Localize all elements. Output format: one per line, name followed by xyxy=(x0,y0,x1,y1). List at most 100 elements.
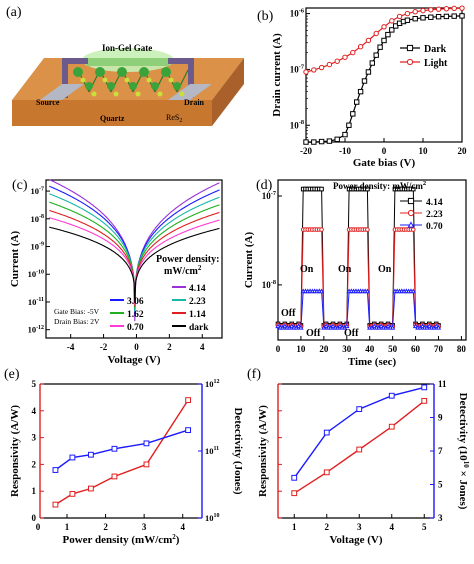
left-y-tick-label: 5 xyxy=(32,379,37,389)
rhenium-atom xyxy=(85,82,93,90)
x-tick-label: 20 xyxy=(319,344,329,354)
x-tick-label: 4 xyxy=(180,522,185,532)
x-tick-label: 4 xyxy=(390,522,395,532)
annotation-gate-bias: Gate Bias: -5V xyxy=(54,307,100,316)
data-point-detectivity xyxy=(421,384,428,391)
source-contact-top xyxy=(62,58,88,64)
legend-label-1.14: 1.14 xyxy=(189,310,206,320)
legend-label-light: Light xyxy=(424,58,448,69)
data-point-light xyxy=(435,6,442,12)
sulfur-atom xyxy=(146,77,152,83)
data-point-dark xyxy=(357,88,364,95)
left-y-tick-label: 0 xyxy=(32,513,37,523)
channel-label: ReS2 xyxy=(166,113,182,124)
substrate-front xyxy=(12,100,212,126)
rhenium-atom xyxy=(95,67,105,77)
sulfur-atom xyxy=(124,77,130,83)
annotation-on: On xyxy=(378,264,392,275)
gate-label: Ion-Gel Gate xyxy=(102,43,152,53)
data-point-dark xyxy=(334,136,340,143)
legend-marker-4.14 xyxy=(407,197,415,205)
time-point-0.70 xyxy=(410,288,416,294)
x-tick-label: -4 xyxy=(67,342,75,352)
data-point-light xyxy=(318,64,325,71)
data-point-dark xyxy=(459,13,465,19)
right-y-axis-label: Detectivity (1010 × Jones) xyxy=(457,393,470,510)
chart-c-iv-curves: -4 -2 0 2 4 10-12 10-11 10-10 10-9 10-8 10-7 Voltag… xyxy=(9,179,223,366)
right-y-tick-label: 3 xyxy=(438,513,443,523)
data-point-responsivity xyxy=(52,501,59,508)
right-y-tick-label: 1011 xyxy=(205,446,219,456)
data-point-light xyxy=(389,18,395,24)
legend-label-2.23: 2.23 xyxy=(426,210,443,220)
y-tick-label: 10-8 xyxy=(31,214,44,224)
right-y-axis-label: Detectivity (Jones) xyxy=(232,407,244,494)
data-point-detectivity xyxy=(111,445,118,452)
x-tick-label: 30 xyxy=(342,344,352,354)
data-point-dark xyxy=(365,69,372,75)
data-point-dark xyxy=(428,14,434,20)
x-tick-label: 10 xyxy=(296,344,306,354)
data-point-dark xyxy=(354,99,360,105)
data-point-light xyxy=(459,5,465,11)
y-axis-label: Current (A) xyxy=(9,231,21,288)
source-pad xyxy=(40,84,84,100)
sulfur-atom xyxy=(102,77,108,83)
data-point-dark xyxy=(412,15,418,22)
chart-f-voltage: 1 2 3 4 5 3 5 7 9 11 Voltage (V) Responsivity (A/W)… xyxy=(257,379,470,546)
legend-marker-2.23 xyxy=(407,209,415,217)
x-tick-label: 70 xyxy=(434,344,444,354)
x-tick-label: 1 xyxy=(292,522,297,532)
legend-title: Power density: mW/cm2 xyxy=(333,180,426,191)
iv-curve-dark xyxy=(49,226,220,304)
rhenium-atom xyxy=(107,82,115,90)
data-point-light xyxy=(404,10,411,17)
data-point-dark xyxy=(404,17,411,23)
data-point-detectivity xyxy=(52,467,59,473)
series-line-detectivity xyxy=(54,429,189,471)
time-point-2.23 xyxy=(410,227,416,232)
time-point-0.70 xyxy=(385,323,391,329)
data-point-detectivity xyxy=(291,474,298,481)
data-point-dark xyxy=(346,122,352,128)
left-y-tick-label: 4 xyxy=(32,406,37,416)
time-point-0.70 xyxy=(433,323,439,329)
annotation-off: Off xyxy=(306,328,321,339)
gate-electrode xyxy=(86,58,170,66)
data-point-responsivity xyxy=(69,490,76,497)
left-y-axis-label: Responsivity (A/W) xyxy=(257,405,269,497)
data-point-dark xyxy=(342,131,348,138)
data-point-responsivity xyxy=(323,469,330,476)
x-tick-label: 4 xyxy=(200,342,205,352)
x-axis-label: Voltage (V) xyxy=(107,354,160,366)
data-point-light xyxy=(381,24,387,30)
x-tick-label: 2 xyxy=(103,522,108,532)
rhenium-atom xyxy=(73,67,83,77)
y-tick-label: 10-8 xyxy=(290,119,304,130)
time-point-0.70 xyxy=(371,323,377,329)
data-point-responsivity xyxy=(111,473,118,480)
data-point-light xyxy=(365,37,372,44)
sulfur-atom xyxy=(168,77,174,83)
x-tick-label: 50 xyxy=(388,344,398,354)
legend-title: Power density: xyxy=(156,254,219,265)
drain-label: Drain xyxy=(184,98,205,107)
annotation-off: Off xyxy=(281,308,296,319)
panel-label-f: (f) xyxy=(247,367,261,382)
data-point-detectivity xyxy=(323,429,330,436)
panel-label-e: (e) xyxy=(4,367,20,382)
legend-label-1.62: 1.62 xyxy=(127,310,144,320)
left-y-tick-label: 3 xyxy=(32,433,37,443)
rhenium-atom xyxy=(139,67,149,77)
sulfur-atom xyxy=(157,91,163,97)
data-point-light xyxy=(342,54,348,60)
data-point-detectivity xyxy=(69,454,76,461)
y-tick-label: 10-10 xyxy=(28,269,44,279)
x-axis-label: Gate bias (V) xyxy=(353,157,416,169)
data-point-responsivity xyxy=(185,397,192,403)
time-point-0.70 xyxy=(318,288,325,294)
annotation-off: Off xyxy=(344,328,359,339)
x-tick-label: 5 xyxy=(422,522,427,532)
data-point-light xyxy=(311,67,317,73)
data-point-light xyxy=(334,58,340,64)
